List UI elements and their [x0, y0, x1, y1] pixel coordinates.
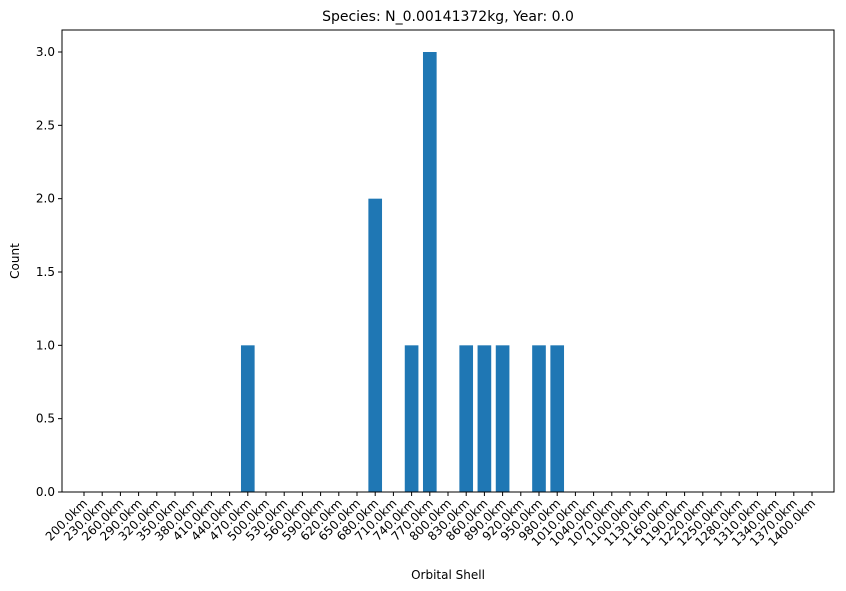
y-axis-label: Count [8, 243, 22, 279]
bar-470.0km [240, 345, 255, 492]
y-tick-label: 3.0 [36, 45, 55, 59]
bar-770.0km [422, 52, 437, 492]
bar-680.0km [368, 198, 383, 493]
bar-860.0km [477, 345, 492, 492]
y-tick-label: 0.0 [36, 485, 55, 499]
bar-740.0km [404, 345, 419, 492]
y-tick-label: 2.5 [36, 118, 55, 132]
bar-950.0km [532, 345, 546, 492]
y-tick-label: 1.5 [36, 265, 55, 279]
bar-830.0km [459, 345, 474, 492]
bar-890.0km [495, 345, 510, 492]
bar-980.0km [550, 345, 565, 492]
bars-group [240, 52, 565, 493]
y-axis: 0.0 0.5 1.0 1.5 2.0 2.5 3.0 [36, 45, 62, 499]
y-tick-label: 1.0 [36, 338, 55, 352]
x-axis: 200.0km230.0km260.0km290.0km320.0km350.0… [43, 492, 818, 549]
chart-title: Species: N_0.00141372kg, Year: 0.0 [322, 9, 574, 25]
plot-frame [61, 29, 835, 493]
y-tick-label: 0.5 [36, 412, 55, 426]
x-axis-label: Orbital Shell [411, 568, 485, 582]
y-tick-label: 2.0 [36, 192, 55, 206]
